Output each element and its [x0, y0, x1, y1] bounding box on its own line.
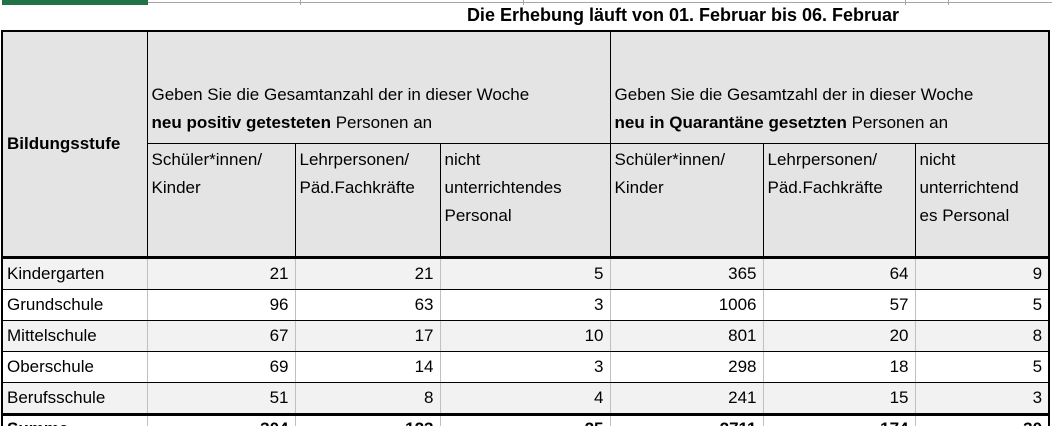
data-cell[interactable]: 298	[610, 351, 764, 383]
total-label[interactable]: Summe	[2, 413, 148, 426]
column-gridline-tick	[948, 0, 949, 5]
data-cell[interactable]: 69	[147, 351, 296, 383]
subheader-quarantine-lehrpersonen[interactable]: Lehrpersonen/ Päd.Fachkräfte	[762, 143, 916, 259]
data-table: Bildungsstufe Geben Sie die Gesamtanzahl…	[1, 30, 1051, 426]
data-cell[interactable]: 241	[610, 382, 764, 415]
data-cell[interactable]: 57	[763, 289, 916, 321]
data-cell[interactable]: 3	[440, 289, 611, 321]
data-cell[interactable]: 1006	[610, 289, 764, 321]
subheader-positive-schueler[interactable]: Schüler*innen/ Kinder	[146, 143, 295, 259]
row-label[interactable]: Kindergarten	[2, 257, 148, 290]
row-label[interactable]: Grundschule	[2, 289, 148, 321]
subheader-positive-lehrpersonen[interactable]: Lehrpersonen/ Päd.Fachkräfte	[294, 143, 440, 259]
data-cell[interactable]: 10	[440, 320, 611, 352]
table-row-mittelschule: Mittelschule 67 17 10 801 20 8	[2, 320, 1050, 352]
table-row-berufsschule: Berufsschule 51 8 4 241 15 3	[2, 382, 1050, 415]
column-gridline-tick	[523, 0, 524, 5]
data-cell[interactable]: 51	[147, 382, 296, 415]
data-cell[interactable]: 8	[915, 320, 1050, 352]
data-cell[interactable]: 5	[915, 351, 1050, 383]
green-accent-bar	[2, 0, 148, 5]
total-cell[interactable]: 174	[763, 413, 916, 426]
data-cell[interactable]: 3	[915, 382, 1050, 415]
column-gridline-tick	[905, 0, 906, 5]
sub-header-row: Schüler*innen/ Kinder Lehrpersonen/ Päd.…	[2, 143, 1050, 259]
corner-header-bildungsstufe[interactable]: Bildungsstufe	[2, 31, 148, 259]
data-cell[interactable]: 9	[915, 257, 1050, 290]
total-cell[interactable]: 304	[147, 413, 296, 426]
table-row-oberschule: Oberschule 69 14 3 298 18 5	[2, 351, 1050, 383]
total-cell[interactable]: 30	[915, 413, 1050, 426]
group-header-quarantine-suffix: Personen an	[846, 113, 949, 132]
data-cell[interactable]: 21	[295, 257, 441, 290]
data-cell[interactable]: 14	[295, 351, 441, 383]
group-header-positive-bold: neu positiv getesteten	[151, 113, 331, 132]
table-row-summe: Summe 304 123 25 2711 174 30	[2, 413, 1050, 426]
total-cell[interactable]: 123	[295, 413, 441, 426]
data-cell[interactable]: 18	[763, 351, 916, 383]
group-header-positive-suffix: Personen an	[330, 113, 433, 132]
data-cell[interactable]: 15	[763, 382, 916, 415]
data-cell[interactable]: 4	[440, 382, 611, 415]
data-cell[interactable]: 67	[147, 320, 296, 352]
column-gridline-tick	[300, 0, 301, 5]
table-row-grundschule: Grundschule 96 63 3 1006 57 5	[2, 289, 1050, 321]
subheader-positive-personal[interactable]: nicht unterrichtendes Personal	[439, 143, 611, 259]
subheader-quarantine-personal[interactable]: nicht unterrichtend es Personal	[914, 143, 1050, 259]
data-cell[interactable]: 5	[440, 257, 611, 290]
data-cell[interactable]: 801	[610, 320, 764, 352]
group-header-quarantine[interactable]: Geben Sie die Gesamtzahl der in dieser W…	[609, 31, 1050, 144]
data-cell[interactable]: 5	[915, 289, 1050, 321]
group-header-row: Bildungsstufe Geben Sie die Gesamtanzahl…	[2, 31, 1050, 259]
data-cell[interactable]: 96	[147, 289, 296, 321]
data-cell[interactable]: 3	[440, 351, 611, 383]
group-header-positive[interactable]: Geben Sie die Gesamtanzahl der in dieser…	[146, 31, 611, 144]
data-cell[interactable]: 21	[147, 257, 296, 290]
data-cell[interactable]: 64	[763, 257, 916, 290]
table-row-kindergarten: Kindergarten 21 21 5 365 64 9	[2, 257, 1050, 290]
row-label[interactable]: Oberschule	[2, 351, 148, 383]
row-label[interactable]: Mittelschule	[2, 320, 148, 352]
row-label[interactable]: Berufsschule	[2, 382, 148, 415]
survey-period-title[interactable]: Die Erhebung läuft von 01. Februar bis 0…	[466, 5, 900, 25]
data-cell[interactable]: 365	[610, 257, 764, 290]
group-header-quarantine-line1: Geben Sie die Gesamtzahl der in dieser W…	[614, 85, 974, 104]
group-header-positive-line1: Geben Sie die Gesamtanzahl der in dieser…	[151, 85, 530, 104]
data-cell[interactable]: 8	[295, 382, 441, 415]
data-cell[interactable]: 63	[295, 289, 441, 321]
subheader-quarantine-schueler[interactable]: Schüler*innen/ Kinder	[609, 143, 764, 259]
total-cell[interactable]: 2711	[610, 413, 764, 426]
data-cell[interactable]: 20	[763, 320, 916, 352]
data-cell[interactable]: 17	[295, 320, 441, 352]
total-cell[interactable]: 25	[440, 413, 611, 426]
top-gridline	[148, 2, 1052, 3]
group-header-quarantine-bold: neu in Quarantäne gesetzten	[614, 113, 847, 132]
